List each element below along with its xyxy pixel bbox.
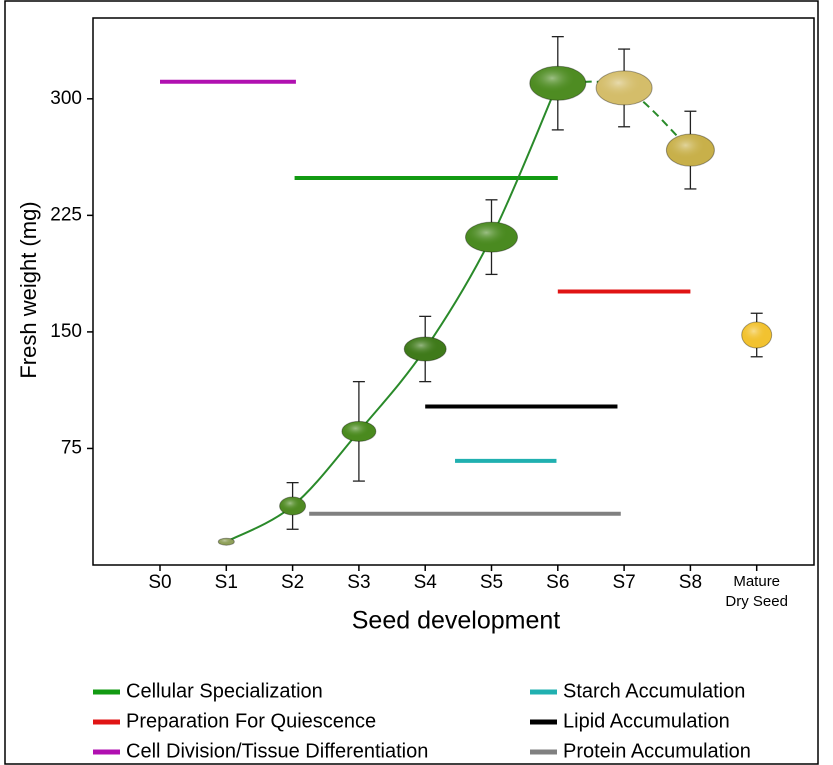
x-tick-label: S4 (414, 572, 438, 593)
legend-label: Lipid Accumulation (563, 710, 730, 732)
legend-label: Preparation For Quiescence (126, 710, 376, 732)
y-axis-label: Fresh weight (mg) (16, 201, 41, 378)
legend-label: Cell Division/Tissue Differentiation (126, 740, 428, 762)
fit-curve (225, 82, 559, 543)
x-tick-label: S8 (679, 572, 702, 593)
seed-shine (218, 538, 235, 546)
legend-label: Protein Accumulation (563, 740, 751, 762)
y-tick-label: 300 (50, 88, 82, 109)
seed-shine (596, 70, 653, 105)
legend-label: Cellular Specialization (126, 680, 323, 702)
y-tick-label: 150 (50, 321, 82, 342)
x-axis-label: Seed development (352, 607, 561, 635)
seed-shine (341, 421, 376, 442)
seed-shine (666, 134, 715, 167)
seed-shine (529, 66, 586, 101)
x-tick-label: S7 (612, 572, 635, 593)
y-tick-label: 225 (50, 204, 82, 225)
seed-shine (404, 336, 447, 361)
x-tick-label: S5 (480, 572, 503, 593)
x-tick-label: S3 (347, 572, 370, 593)
plot-area (92, 17, 815, 566)
x-tick-label: S2 (281, 572, 304, 593)
legend-label: Starch Accumulation (563, 680, 745, 702)
x-tick-label: Mature Dry Seed (725, 573, 788, 610)
seed-shine (465, 222, 518, 253)
frame (4, 0, 819, 765)
x-tick-label: S0 (148, 572, 171, 593)
y-tick-label: 75 (61, 437, 82, 458)
seed-shine (741, 322, 772, 349)
x-tick-label: S1 (215, 572, 238, 593)
x-tick-label: S6 (546, 572, 569, 593)
seed-shine (279, 496, 306, 515)
